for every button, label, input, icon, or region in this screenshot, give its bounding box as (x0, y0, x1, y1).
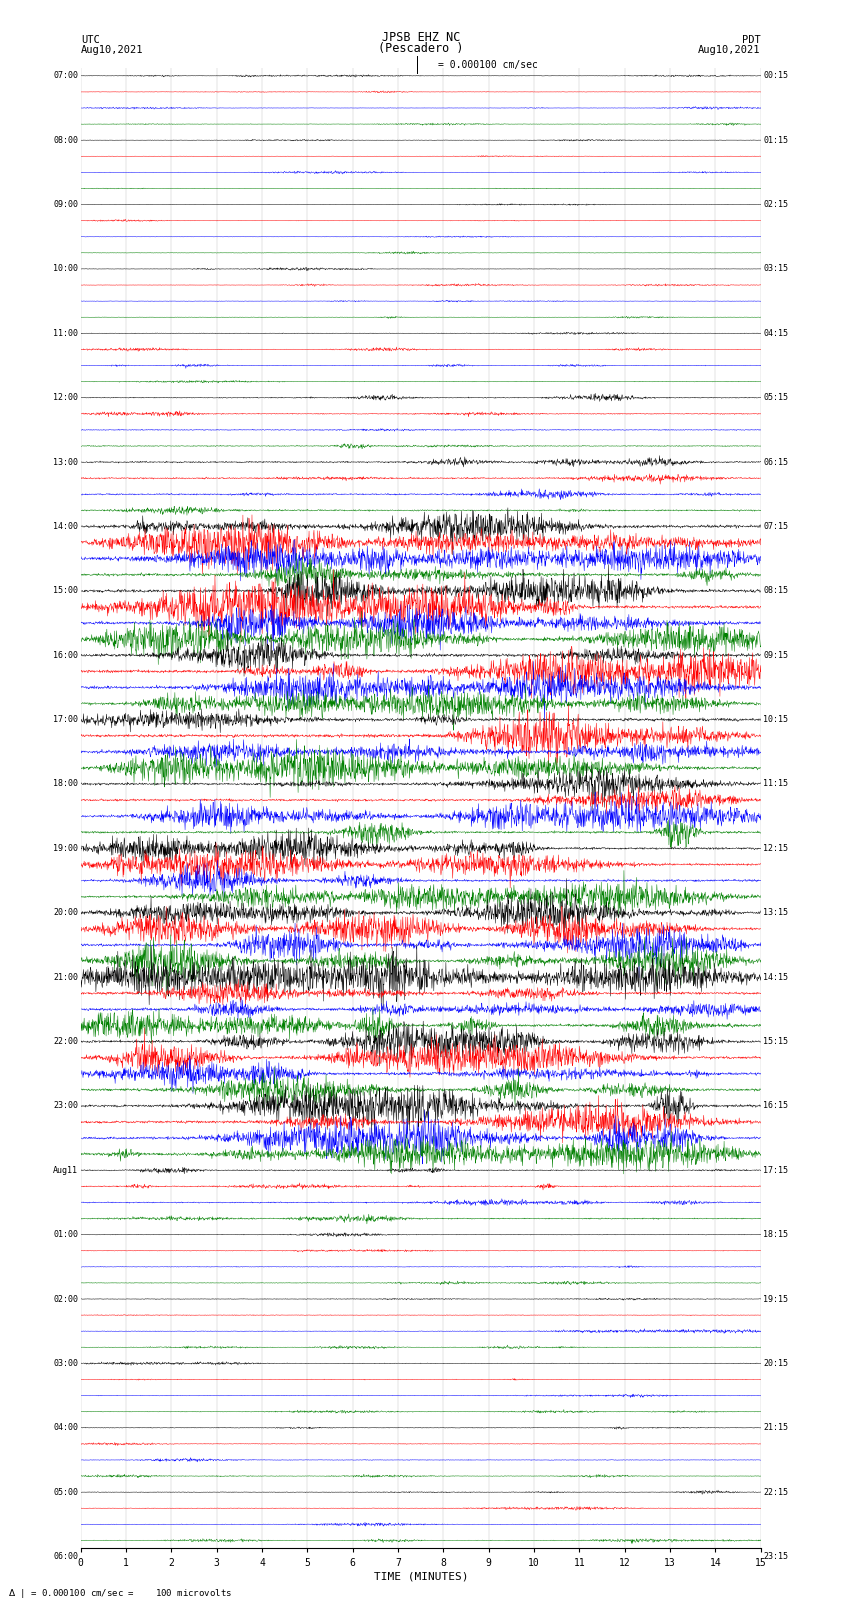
Text: 07:00: 07:00 (54, 71, 78, 81)
Text: 09:15: 09:15 (763, 650, 788, 660)
Text: PDT: PDT (742, 35, 761, 45)
Text: (Pescadero ): (Pescadero ) (378, 42, 463, 55)
Text: 10:00: 10:00 (54, 265, 78, 274)
Text: 02:00: 02:00 (54, 1295, 78, 1303)
Text: 09:00: 09:00 (54, 200, 78, 210)
Text: 22:15: 22:15 (763, 1487, 788, 1497)
Text: 16:00: 16:00 (54, 650, 78, 660)
Text: $\Delta$ | = 0.000100 cm/sec =    100 microvolts: $\Delta$ | = 0.000100 cm/sec = 100 micro… (8, 1587, 233, 1600)
Text: 21:15: 21:15 (763, 1423, 788, 1432)
Text: 10:15: 10:15 (763, 715, 788, 724)
Text: 19:00: 19:00 (54, 844, 78, 853)
Text: 19:15: 19:15 (763, 1295, 788, 1303)
Text: 05:00: 05:00 (54, 1487, 78, 1497)
Text: JPSB EHZ NC: JPSB EHZ NC (382, 31, 460, 44)
Text: 23:00: 23:00 (54, 1102, 78, 1110)
Text: 18:00: 18:00 (54, 779, 78, 789)
Text: UTC: UTC (81, 35, 99, 45)
Text: 04:00: 04:00 (54, 1423, 78, 1432)
Text: 01:15: 01:15 (763, 135, 788, 145)
Text: 06:00: 06:00 (54, 1552, 78, 1561)
Text: 15:15: 15:15 (763, 1037, 788, 1045)
Text: 20:15: 20:15 (763, 1358, 788, 1368)
Text: 17:15: 17:15 (763, 1166, 788, 1174)
Text: 03:15: 03:15 (763, 265, 788, 274)
Text: 23:15: 23:15 (763, 1552, 788, 1561)
Text: 07:15: 07:15 (763, 523, 788, 531)
Text: 21:00: 21:00 (54, 973, 78, 982)
Text: = 0.000100 cm/sec: = 0.000100 cm/sec (438, 60, 537, 69)
Text: 16:15: 16:15 (763, 1102, 788, 1110)
Text: 08:15: 08:15 (763, 587, 788, 595)
Text: 14:00: 14:00 (54, 523, 78, 531)
Text: 04:15: 04:15 (763, 329, 788, 337)
X-axis label: TIME (MINUTES): TIME (MINUTES) (373, 1571, 468, 1582)
Text: 15:00: 15:00 (54, 587, 78, 595)
Text: 01:00: 01:00 (54, 1231, 78, 1239)
Text: 18:15: 18:15 (763, 1231, 788, 1239)
Text: 12:00: 12:00 (54, 394, 78, 402)
Text: 13:15: 13:15 (763, 908, 788, 918)
Text: 00:15: 00:15 (763, 71, 788, 81)
Text: 13:00: 13:00 (54, 458, 78, 466)
Text: 11:00: 11:00 (54, 329, 78, 337)
Text: 17:00: 17:00 (54, 715, 78, 724)
Text: 05:15: 05:15 (763, 394, 788, 402)
Text: Aug10,2021: Aug10,2021 (698, 45, 761, 55)
Text: Aug11: Aug11 (54, 1166, 78, 1174)
Text: 14:15: 14:15 (763, 973, 788, 982)
Text: 12:15: 12:15 (763, 844, 788, 853)
Text: 11:15: 11:15 (763, 779, 788, 789)
Text: 06:15: 06:15 (763, 458, 788, 466)
Text: 08:00: 08:00 (54, 135, 78, 145)
Text: 03:00: 03:00 (54, 1358, 78, 1368)
Text: 20:00: 20:00 (54, 908, 78, 918)
Text: 02:15: 02:15 (763, 200, 788, 210)
Text: Aug10,2021: Aug10,2021 (81, 45, 144, 55)
Text: 22:00: 22:00 (54, 1037, 78, 1045)
